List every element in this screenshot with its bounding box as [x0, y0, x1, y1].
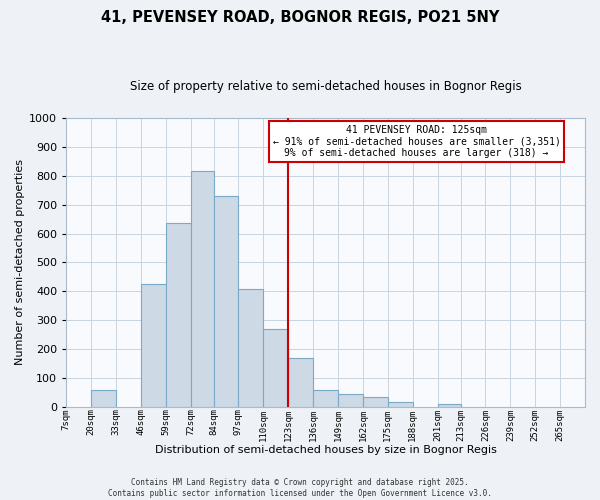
Text: Contains HM Land Registry data © Crown copyright and database right 2025.
Contai: Contains HM Land Registry data © Crown c…: [108, 478, 492, 498]
Bar: [91, 390, 116, 407]
Bar: [141, 284, 166, 407]
Bar: [388, 402, 413, 407]
Bar: [437, 404, 461, 407]
Bar: [363, 397, 388, 407]
Y-axis label: Number of semi-detached properties: Number of semi-detached properties: [15, 160, 25, 366]
Bar: [263, 329, 288, 407]
Bar: [166, 224, 191, 407]
Bar: [338, 394, 363, 407]
Text: 41, PEVENSEY ROAD, BOGNOR REGIS, PO21 5NY: 41, PEVENSEY ROAD, BOGNOR REGIS, PO21 5N…: [101, 10, 499, 25]
Title: Size of property relative to semi-detached houses in Bognor Regis: Size of property relative to semi-detach…: [130, 80, 521, 93]
Bar: [288, 358, 313, 407]
Bar: [313, 390, 338, 407]
Bar: [214, 196, 238, 407]
X-axis label: Distribution of semi-detached houses by size in Bognor Regis: Distribution of semi-detached houses by …: [155, 445, 497, 455]
Bar: [238, 288, 263, 407]
Bar: [191, 172, 214, 407]
Text: 41 PEVENSEY ROAD: 125sqm
← 91% of semi-detached houses are smaller (3,351)
9% of: 41 PEVENSEY ROAD: 125sqm ← 91% of semi-d…: [272, 125, 560, 158]
